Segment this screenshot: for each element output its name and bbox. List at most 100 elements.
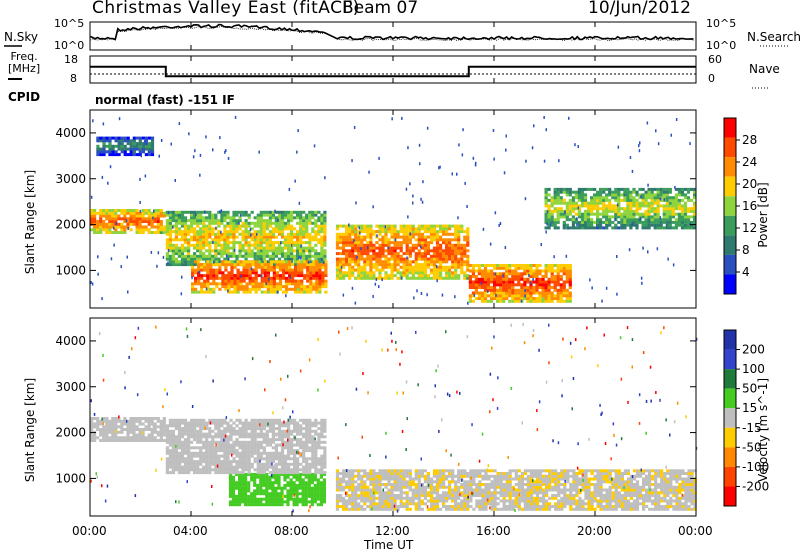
data-cell: [565, 264, 569, 267]
data-cell: [215, 285, 219, 289]
data-cell: [244, 221, 248, 225]
data-cell: [265, 440, 269, 444]
data-cell: [99, 136, 103, 140]
data-cell: [250, 424, 254, 428]
data-cell: [290, 252, 294, 256]
data-cell: [565, 291, 569, 295]
data-cell: [268, 486, 272, 490]
data-cell: [553, 277, 557, 281]
data-cell: [502, 266, 506, 270]
data-cell: [253, 418, 257, 422]
scatter-cell: [353, 126, 356, 129]
data-cell: [290, 471, 294, 475]
data-cell: [253, 475, 257, 479]
data-cell: [168, 418, 172, 422]
data-cell: [162, 419, 166, 423]
data-cell: [480, 299, 485, 303]
data-cell: [369, 241, 373, 245]
data-cell: [254, 268, 258, 272]
data-cell: [369, 257, 373, 261]
data-cell: [614, 190, 618, 194]
data-cell: [308, 427, 312, 431]
data-cell: [141, 436, 145, 440]
data-cell: [250, 472, 254, 476]
data-cell: [280, 451, 285, 455]
data-cell: [262, 249, 266, 253]
data-cell: [183, 238, 188, 242]
data-cell: [217, 432, 221, 436]
data-cell: [269, 268, 273, 272]
data-cell: [274, 241, 278, 245]
data-cell: [468, 275, 472, 278]
data-cell: [547, 204, 551, 208]
data-cell: [466, 249, 470, 253]
data-cell: [214, 252, 218, 256]
data-cell: [299, 418, 303, 422]
data-cell: [544, 190, 548, 194]
data-cell: [650, 198, 654, 202]
data-cell: [299, 443, 303, 447]
data-cell: [277, 457, 282, 461]
data-cell: [236, 274, 240, 278]
data-cell: [280, 421, 285, 425]
data-cell: [229, 219, 233, 223]
data-cell: [141, 142, 145, 146]
data-cell: [214, 446, 218, 450]
data-cell: [580, 218, 585, 222]
data-cell: [659, 220, 663, 224]
data-cell: [644, 212, 648, 216]
data-cell: [435, 235, 440, 239]
data-cell: [307, 475, 311, 479]
data-cell: [426, 265, 430, 269]
data-cell: [381, 268, 385, 272]
data-cell: [508, 280, 512, 284]
data-cell: [299, 246, 303, 250]
data-cell: [193, 227, 197, 231]
power-colorbar-title: Power [dB]: [756, 182, 770, 247]
data-cell: [205, 460, 209, 464]
data-cell: [653, 193, 657, 197]
data-cell: [226, 468, 230, 472]
scatter-cell: [616, 255, 618, 258]
data-cell: [224, 268, 228, 272]
data-cell: [174, 457, 178, 461]
data-cell: [147, 228, 151, 232]
data-cell: [263, 271, 267, 275]
data-cell: [369, 263, 373, 267]
data-cell: [215, 263, 219, 267]
data-cell: [138, 220, 142, 223]
data-cell: [241, 483, 245, 487]
data-cell: [505, 272, 509, 276]
data-cell: [199, 221, 203, 225]
data-cell: [211, 254, 215, 258]
data-cell: [454, 224, 458, 228]
data-cell: [208, 457, 212, 461]
data-cell: [202, 440, 206, 444]
data-cell: [262, 257, 266, 261]
data-cell: [523, 264, 527, 267]
data-cell: [614, 198, 618, 202]
data-cell: [429, 260, 434, 264]
data-cell: [281, 276, 286, 280]
data-cell: [180, 427, 185, 431]
data-cell: [215, 271, 219, 275]
data-cell: [553, 288, 557, 292]
data-cell: [302, 468, 306, 472]
data-cell: [553, 297, 557, 300]
data-cell: [511, 291, 515, 295]
data-cell: [496, 283, 500, 287]
data-cell: [135, 439, 139, 442]
data-cell: [235, 257, 239, 261]
data-cell: [399, 257, 403, 261]
scatter-cell: [577, 145, 579, 148]
data-cell: [114, 417, 118, 420]
data-cell: [96, 425, 100, 429]
data-cell: [114, 436, 118, 440]
data-cell: [448, 249, 452, 253]
data-cell: [471, 269, 475, 273]
data-cell: [574, 196, 578, 200]
data-cell: [187, 246, 191, 250]
data-cell: [314, 465, 318, 469]
data-cell: [250, 438, 254, 442]
data-cell: [256, 457, 260, 461]
